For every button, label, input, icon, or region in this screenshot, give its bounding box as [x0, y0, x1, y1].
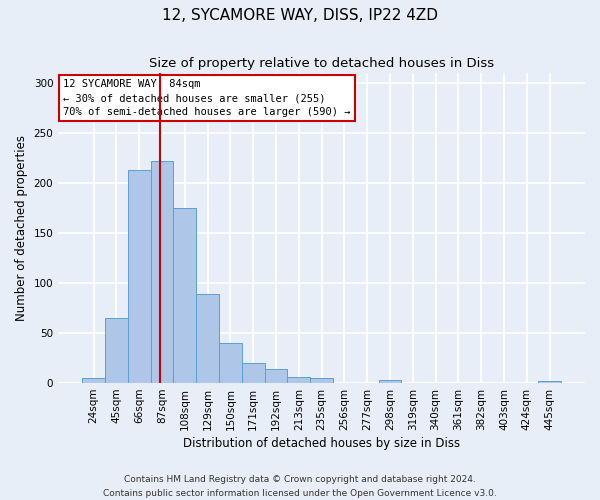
Bar	[538, 381, 561, 383]
Bar	[82, 378, 105, 383]
Bar	[242, 363, 265, 383]
Title: Size of property relative to detached houses in Diss: Size of property relative to detached ho…	[149, 58, 494, 70]
Bar	[265, 369, 287, 383]
Bar	[196, 294, 219, 383]
Bar	[173, 208, 196, 383]
Bar	[219, 343, 242, 383]
Bar	[128, 170, 151, 383]
Bar	[310, 378, 333, 383]
X-axis label: Distribution of detached houses by size in Diss: Distribution of detached houses by size …	[183, 437, 460, 450]
Text: 12 SYCAMORE WAY: 84sqm
← 30% of detached houses are smaller (255)
70% of semi-de: 12 SYCAMORE WAY: 84sqm ← 30% of detached…	[64, 80, 351, 118]
Text: 12, SYCAMORE WAY, DISS, IP22 4ZD: 12, SYCAMORE WAY, DISS, IP22 4ZD	[162, 8, 438, 22]
Bar	[379, 380, 401, 383]
Bar	[105, 318, 128, 383]
Bar	[151, 161, 173, 383]
Text: Contains HM Land Registry data © Crown copyright and database right 2024.
Contai: Contains HM Land Registry data © Crown c…	[103, 476, 497, 498]
Y-axis label: Number of detached properties: Number of detached properties	[15, 135, 28, 321]
Bar	[287, 377, 310, 383]
